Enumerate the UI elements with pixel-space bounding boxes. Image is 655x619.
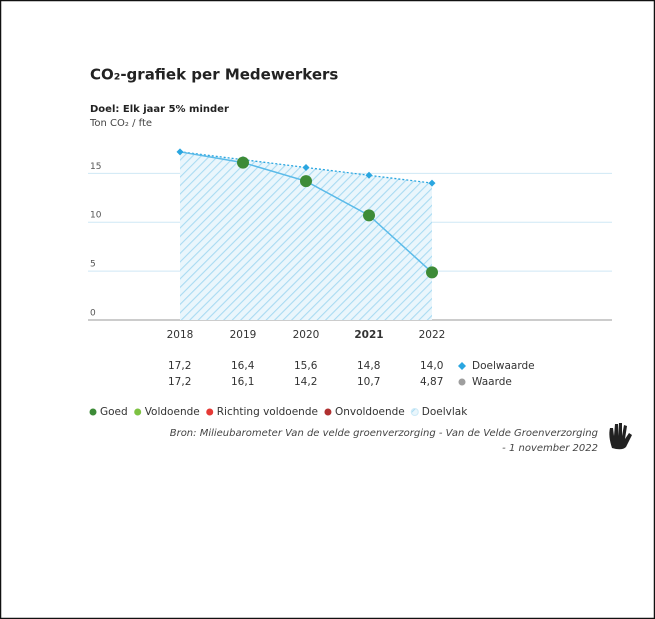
status-label: Voldoende <box>145 406 200 418</box>
y-tick-label: 5 <box>90 260 96 270</box>
status-label: Richting voldoende <box>217 406 318 418</box>
value-label: 15,6 <box>294 360 318 372</box>
value-marker <box>237 156 249 169</box>
x-tick-label: 2018 <box>167 329 194 341</box>
target-marker <box>302 163 310 171</box>
status-marker <box>134 408 142 416</box>
value-label: 14,2 <box>294 376 317 388</box>
value-label: 4,87 <box>420 376 443 388</box>
status-label: Goed <box>100 406 128 418</box>
value-label: 16,4 <box>231 360 255 372</box>
value-label: 10,7 <box>357 376 380 388</box>
legend-label: Doelwaarde <box>472 360 535 372</box>
status-label: Onvoldoende <box>335 406 405 418</box>
subtitle: Doel: Elk jaar 5% minder <box>90 104 229 115</box>
legend-label: Waarde <box>472 376 512 388</box>
value-marker <box>300 175 312 188</box>
logo <box>609 423 632 450</box>
value-label: 17,2 <box>168 360 191 372</box>
y-tick-label: 15 <box>90 162 101 172</box>
value-label: 16,1 <box>231 376 254 388</box>
target-marker <box>365 171 373 179</box>
source-text: Bron: Milieubarometer Van de velde groen… <box>170 428 598 439</box>
x-tick-label: 2019 <box>230 329 257 341</box>
status-marker <box>89 408 97 416</box>
value-label: 14,0 <box>420 360 443 372</box>
x-tick-label: 2020 <box>293 329 320 341</box>
status-label: Doelvlak <box>422 406 468 418</box>
target-marker <box>428 179 436 187</box>
value-marker <box>363 209 375 222</box>
source-text: - 1 november 2022 <box>502 443 598 454</box>
status-marker <box>410 408 419 416</box>
value-label: 17,2 <box>168 376 191 388</box>
y-axis-label: Ton CO₂ / fte <box>89 118 152 129</box>
legend-marker <box>458 378 466 386</box>
value-marker <box>426 266 438 279</box>
status-marker <box>324 408 332 416</box>
target-marker <box>176 148 184 156</box>
legend-marker <box>458 362 466 370</box>
value-label: 14,8 <box>357 360 380 372</box>
x-tick-label: 2022 <box>419 329 446 341</box>
target-area <box>180 151 432 320</box>
y-tick-label: 10 <box>90 211 102 221</box>
y-tick-label: 0 <box>90 309 96 319</box>
chart-title: CO₂-grafiek per Medewerkers <box>90 66 338 84</box>
status-marker <box>206 408 214 416</box>
x-tick-label: 2021 <box>354 329 383 341</box>
